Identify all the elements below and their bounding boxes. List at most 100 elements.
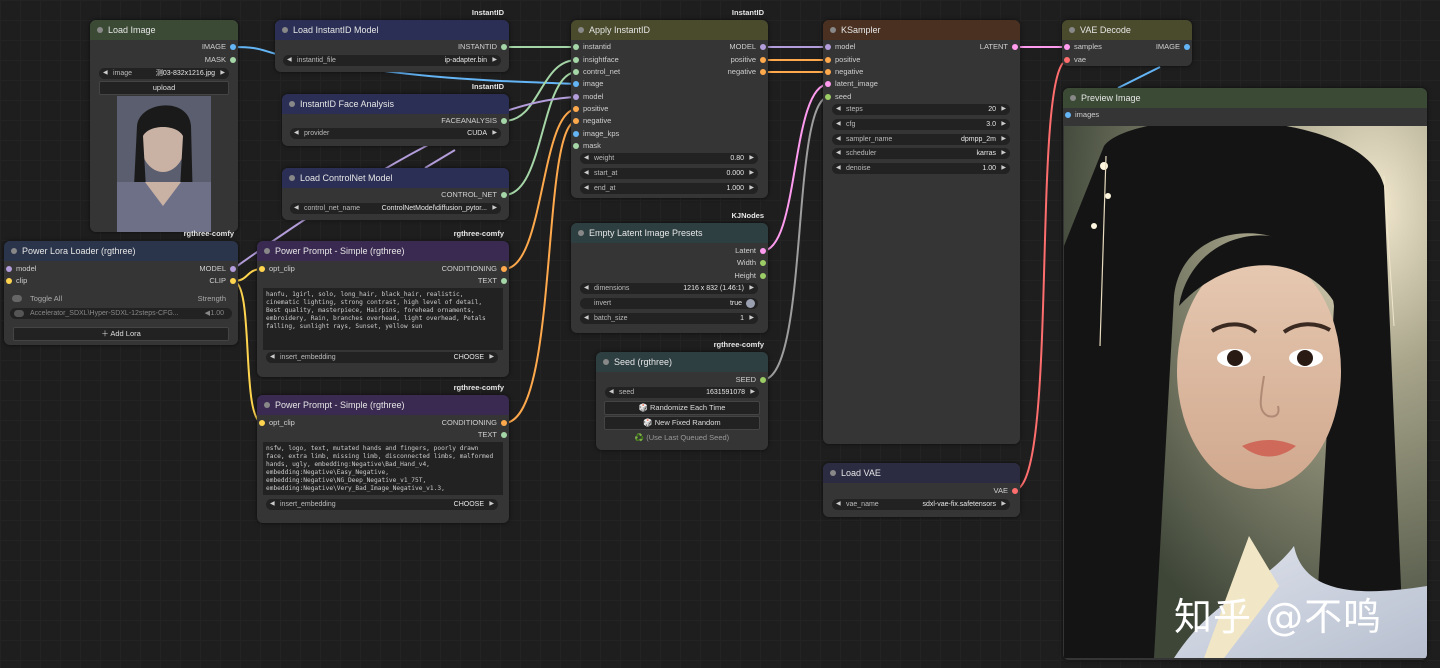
- slot-dot-icon[interactable]: [230, 266, 236, 272]
- strength-down-icon[interactable]: ◀: [204, 310, 210, 317]
- slot-dot-icon[interactable]: [259, 420, 265, 426]
- slot-dot-icon[interactable]: [1065, 112, 1071, 118]
- node-header[interactable]: Power Lora Loader (rgthree): [4, 241, 238, 261]
- arrow-left-icon[interactable]: ◀: [584, 315, 589, 321]
- node-header[interactable]: VAE Decode: [1062, 20, 1192, 40]
- output-model[interactable]: MODEL: [729, 41, 768, 53]
- empty-latent-presets-node[interactable]: Empty Latent Image Presets Latent Width …: [571, 223, 768, 333]
- slot-dot-icon[interactable]: [501, 278, 507, 284]
- sampler-name-combo[interactable]: ◀ sampler_name dpmpp_2m ▶: [832, 134, 1010, 145]
- arrow-left-icon[interactable]: ◀: [836, 165, 841, 171]
- arrow-left-icon[interactable]: ◀: [584, 285, 589, 291]
- slot-dot-icon[interactable]: [573, 94, 579, 100]
- slot-dot-icon[interactable]: [760, 57, 766, 63]
- upload-button[interactable]: upload: [99, 81, 229, 95]
- slot-dot-icon[interactable]: [573, 44, 579, 50]
- use-last-queued-seed-button[interactable]: ♻️ (Use Last Queued Seed): [634, 433, 730, 442]
- slot-dot-icon[interactable]: [573, 69, 579, 75]
- slot-dot-icon[interactable]: [573, 106, 579, 112]
- arrow-right-icon[interactable]: ▶: [1001, 136, 1006, 142]
- collapse-dot-icon[interactable]: [830, 470, 836, 476]
- node-header[interactable]: Power Prompt - Simple (rgthree): [257, 241, 509, 261]
- input-latent-image[interactable]: latent_image: [823, 78, 878, 90]
- insert-embedding-combo[interactable]: ◀ insert_embedding CHOOSE ▶: [266, 352, 498, 363]
- negative-prompt-textarea[interactable]: nsfw, logo, text, mutated hands and fing…: [263, 442, 503, 495]
- instantid-face-analysis-node[interactable]: InstantID Face Analysis FACEANALYSIS ◀ pr…: [282, 94, 509, 146]
- output-positive[interactable]: positive: [731, 54, 768, 66]
- collapse-dot-icon[interactable]: [578, 27, 584, 33]
- arrow-left-icon[interactable]: ◀: [836, 106, 841, 112]
- output-conditioning[interactable]: CONDITIONING: [442, 417, 509, 429]
- slot-dot-icon[interactable]: [501, 432, 507, 438]
- input-seed[interactable]: seed: [823, 91, 851, 103]
- arrow-left-icon[interactable]: ◀: [836, 121, 841, 127]
- slot-dot-icon[interactable]: [760, 69, 766, 75]
- output-instantid[interactable]: INSTANTID: [458, 41, 509, 53]
- slot-dot-icon[interactable]: [825, 94, 831, 100]
- input-instantid[interactable]: instantid: [571, 41, 611, 53]
- arrow-right-icon[interactable]: ▶: [749, 315, 754, 321]
- arrow-right-icon[interactable]: ▶: [492, 205, 497, 211]
- output-latent[interactable]: Latent: [735, 245, 768, 257]
- collapse-dot-icon[interactable]: [603, 359, 609, 365]
- arrow-left-icon[interactable]: ◀: [584, 170, 589, 176]
- output-width[interactable]: Width: [737, 257, 768, 269]
- scheduler-combo[interactable]: ◀ scheduler karras ▶: [832, 148, 1010, 159]
- arrow-left-icon[interactable]: ◀: [609, 389, 614, 395]
- slot-dot-icon[interactable]: [6, 278, 12, 284]
- arrow-left-icon[interactable]: ◀: [836, 136, 841, 142]
- arrow-right-icon[interactable]: ▶: [750, 389, 755, 395]
- output-vae[interactable]: VAE: [994, 485, 1020, 497]
- slot-dot-icon[interactable]: [501, 44, 507, 50]
- preview-image-node[interactable]: Preview Image images: [1063, 88, 1427, 660]
- collapse-dot-icon[interactable]: [97, 27, 103, 33]
- lora-row[interactable]: Accelerator_SDXL\Hyper-SDXL-12steps-CFG.…: [10, 308, 232, 319]
- output-text[interactable]: TEXT: [478, 429, 509, 441]
- output-text[interactable]: TEXT: [478, 275, 509, 287]
- steps-widget[interactable]: ◀ steps 20 ▶: [832, 104, 1010, 115]
- toggle-all-switch[interactable]: [12, 295, 22, 302]
- slot-dot-icon[interactable]: [1012, 488, 1018, 494]
- collapse-dot-icon[interactable]: [1069, 27, 1075, 33]
- collapse-dot-icon[interactable]: [11, 248, 17, 254]
- output-negative[interactable]: negative: [728, 66, 768, 78]
- load-controlnet-node[interactable]: Load ControlNet Model CONTROL_NET ◀ contr…: [282, 168, 509, 220]
- arrow-right-icon[interactable]: ▶: [1001, 165, 1006, 171]
- slot-dot-icon[interactable]: [573, 131, 579, 137]
- slot-dot-icon[interactable]: [230, 278, 236, 284]
- arrow-right-icon[interactable]: ▶: [489, 354, 494, 360]
- node-header[interactable]: KSampler: [823, 20, 1020, 40]
- power-prompt-positive-node[interactable]: Power Prompt - Simple (rgthree) opt_clip…: [257, 241, 509, 377]
- output-conditioning[interactable]: CONDITIONING: [442, 263, 509, 275]
- provider-combo[interactable]: ◀ provider CUDA ▶: [290, 128, 501, 139]
- input-positive[interactable]: positive: [823, 54, 860, 66]
- slot-dot-icon[interactable]: [230, 44, 236, 50]
- batch-size-slider[interactable]: ◀ batch_size 1 ▶: [580, 313, 758, 324]
- load-image-node[interactable]: Load Image IMAGE MASK ◀ image 测03-832x1216…: [90, 20, 238, 232]
- arrow-left-icon[interactable]: ◀: [294, 205, 299, 211]
- new-fixed-random-button[interactable]: 🎲 New Fixed Random: [604, 416, 760, 430]
- slot-dot-icon[interactable]: [501, 192, 507, 198]
- output-control-net[interactable]: CONTROL_NET: [441, 189, 509, 201]
- output-image[interactable]: IMAGE: [202, 41, 238, 53]
- slot-dot-icon[interactable]: [259, 266, 265, 272]
- input-images[interactable]: images: [1063, 109, 1099, 121]
- node-header[interactable]: Load ControlNet Model: [282, 168, 509, 188]
- collapse-dot-icon[interactable]: [578, 230, 584, 236]
- arrow-right-icon[interactable]: ▶: [749, 170, 754, 176]
- collapse-dot-icon[interactable]: [264, 248, 270, 254]
- collapse-dot-icon[interactable]: [1070, 95, 1076, 101]
- output-clip[interactable]: CLIP: [209, 275, 238, 287]
- slot-dot-icon[interactable]: [501, 118, 507, 124]
- input-insightface[interactable]: insightface: [571, 54, 619, 66]
- slot-dot-icon[interactable]: [573, 81, 579, 87]
- lora-strength-value[interactable]: 1.00: [210, 310, 224, 317]
- node-header[interactable]: Load VAE: [823, 463, 1020, 483]
- node-header[interactable]: Apply InstantID: [571, 20, 768, 40]
- arrow-right-icon[interactable]: ▶: [1001, 150, 1006, 156]
- output-model[interactable]: MODEL: [199, 263, 238, 275]
- cfg-widget[interactable]: ◀ cfg 3.0 ▶: [832, 119, 1010, 130]
- slot-dot-icon[interactable]: [760, 260, 766, 266]
- slot-dot-icon[interactable]: [573, 57, 579, 63]
- output-image[interactable]: IMAGE: [1156, 41, 1192, 53]
